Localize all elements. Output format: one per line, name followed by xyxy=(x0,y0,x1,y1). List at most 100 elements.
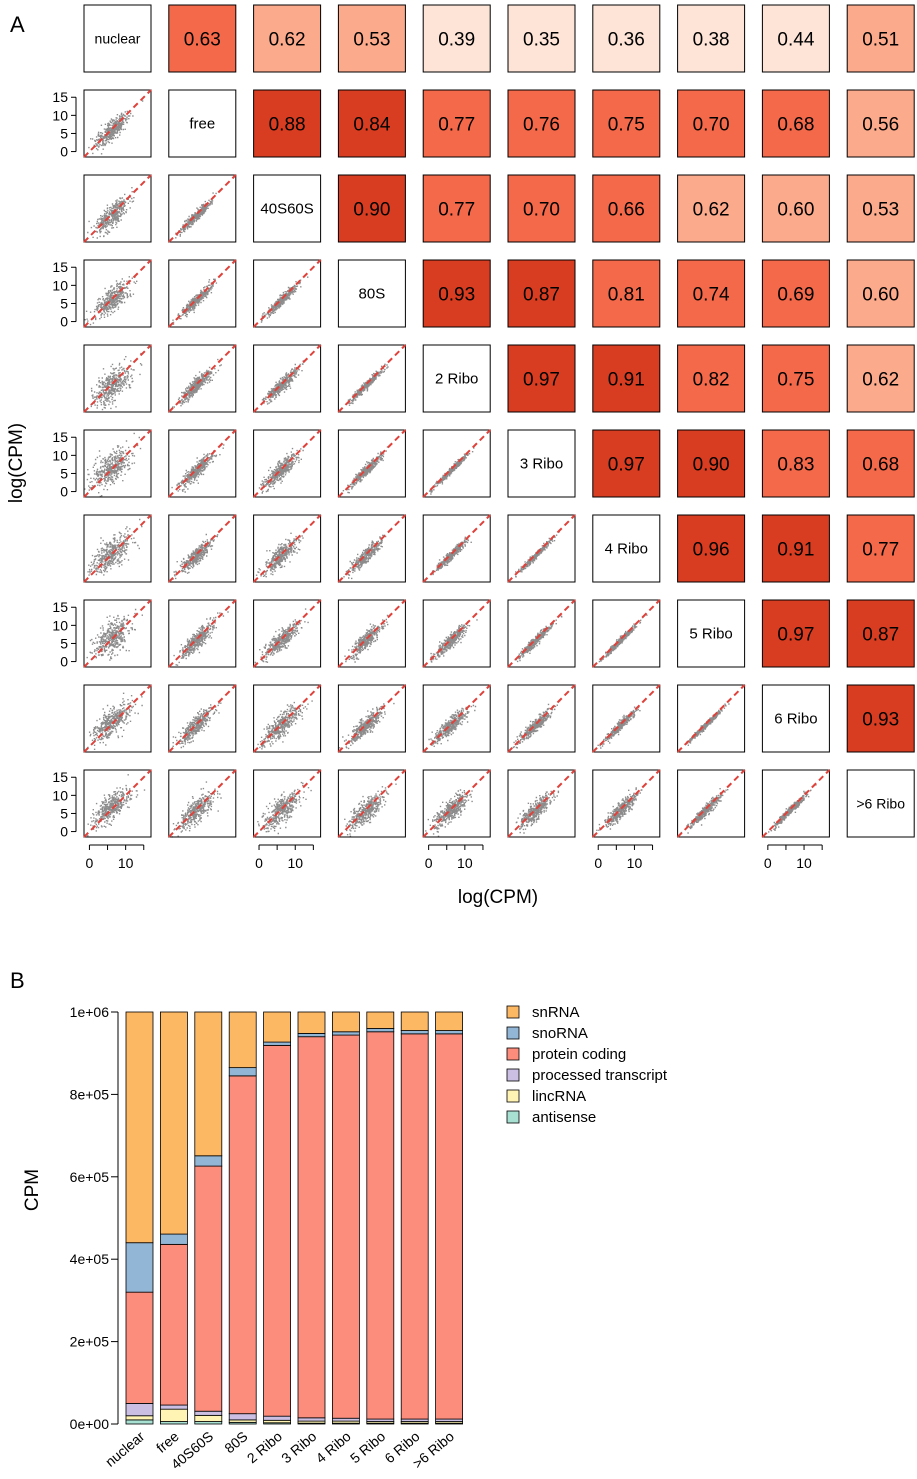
scatter-panel xyxy=(83,769,152,838)
correlation-value: 0.68 xyxy=(862,455,899,476)
bar-segment xyxy=(125,1419,154,1425)
scatter-panel xyxy=(507,684,576,753)
correlation-value: 0.70 xyxy=(693,115,730,136)
y-tick-label: 10 xyxy=(52,617,68,633)
diagonal-label-box xyxy=(592,514,661,583)
bar-segment xyxy=(194,1414,223,1422)
correlation-cell xyxy=(507,89,576,158)
identity-line xyxy=(252,769,322,838)
legend-label: antisense xyxy=(532,1109,596,1126)
scatter-panel xyxy=(252,514,322,583)
panel-a-label: A xyxy=(10,12,25,37)
scatter-frame xyxy=(168,429,237,498)
correlation-cell xyxy=(677,514,746,583)
y-tick-label: 0 xyxy=(60,824,68,840)
bar-segment xyxy=(228,1075,257,1415)
scatter-points xyxy=(514,615,563,663)
sample-label: 3 Ribo xyxy=(520,456,563,473)
y-tick-label: 6e+05 xyxy=(70,1169,110,1185)
correlation-cell xyxy=(422,259,491,328)
identity-line xyxy=(252,344,322,413)
identity-line xyxy=(168,599,237,668)
bar-segment xyxy=(331,1417,360,1422)
scatter-points xyxy=(254,608,309,664)
correlation-value: 0.84 xyxy=(353,115,390,136)
scatter-panel xyxy=(337,599,407,668)
scatter-panel xyxy=(592,684,661,753)
correlation-value: 0.77 xyxy=(862,540,899,561)
scatter-panel xyxy=(252,769,322,838)
scatter-points xyxy=(515,790,560,834)
correlation-value: 0.83 xyxy=(777,455,814,476)
scatter-points xyxy=(173,611,229,666)
identity-line xyxy=(83,514,152,583)
scatter-panel xyxy=(422,684,491,753)
correlation-cell xyxy=(761,344,830,413)
y-tick-label: 15 xyxy=(52,429,68,445)
correlation-cell xyxy=(677,429,746,498)
scatter-frame xyxy=(507,769,576,838)
y-tick-label: 8e+05 xyxy=(70,1086,110,1102)
y-tick-label: 4e+05 xyxy=(70,1251,110,1267)
identity-line xyxy=(252,599,322,668)
correlation-cell xyxy=(337,89,406,158)
correlation-cell xyxy=(846,174,915,243)
bar-segment xyxy=(263,1415,292,1421)
correlation-value: 0.93 xyxy=(862,710,899,731)
scatter-panel xyxy=(168,429,237,498)
bar-segment xyxy=(159,1408,188,1422)
diagonal-label-box xyxy=(422,344,491,413)
correlation-value: 0.56 xyxy=(862,115,899,136)
identity-line xyxy=(252,514,322,583)
sample-label: 80S xyxy=(359,286,386,303)
category-label: 5 Ribo xyxy=(347,1428,388,1466)
identity-line xyxy=(761,769,831,838)
y-tick-label: 5 xyxy=(60,465,68,481)
scatter-frame xyxy=(337,599,406,668)
correlation-cell xyxy=(761,174,830,243)
y-tick-label: 1e+06 xyxy=(70,1004,110,1020)
bar-segment xyxy=(331,1031,360,1036)
correlation-value: 0.87 xyxy=(523,285,560,306)
correlation-value: 0.75 xyxy=(608,115,645,136)
correlation-value: 0.39 xyxy=(438,30,475,51)
sample-label: 2 Ribo xyxy=(435,371,478,388)
sample-label: 4 Ribo xyxy=(605,541,648,558)
y-tick-label: 10 xyxy=(52,447,68,463)
identity-line xyxy=(507,769,576,838)
correlation-cell xyxy=(846,4,915,73)
scatter-panel xyxy=(422,514,491,583)
bar-segment xyxy=(331,1011,360,1033)
bar-segment xyxy=(125,1415,154,1421)
x-tick-label: 0 xyxy=(86,855,94,871)
sample-label: 6 Ribo xyxy=(774,711,817,728)
scatter-points xyxy=(596,787,643,831)
diagonal-label-box xyxy=(253,174,322,243)
bar-segment xyxy=(400,1030,429,1035)
x-tick-label: 0 xyxy=(255,855,263,871)
bar-segment xyxy=(435,1030,464,1035)
bar-segment xyxy=(366,1028,395,1033)
scatter-frame xyxy=(253,344,322,413)
scatter-panel xyxy=(83,684,152,753)
identity-line xyxy=(168,684,237,753)
correlation-cell xyxy=(253,4,322,73)
correlation-value: 0.82 xyxy=(693,370,730,391)
correlation-value: 0.53 xyxy=(353,30,390,51)
correlation-value: 0.97 xyxy=(777,625,814,646)
y-tick-label: 5 xyxy=(60,295,68,311)
scatter-points xyxy=(90,352,143,411)
scatter-panel xyxy=(83,174,152,243)
y-tick-label: 15 xyxy=(52,599,68,615)
identity-line xyxy=(252,684,322,753)
correlation-value: 0.81 xyxy=(608,285,645,306)
y-tick-label: 15 xyxy=(52,769,68,785)
legend-swatch xyxy=(506,1089,520,1103)
bar-segment xyxy=(331,1034,360,1419)
scatter-panel xyxy=(252,684,322,753)
correlation-cell xyxy=(846,259,915,328)
scatter-panel xyxy=(168,514,237,583)
bar-segment xyxy=(297,1033,326,1038)
